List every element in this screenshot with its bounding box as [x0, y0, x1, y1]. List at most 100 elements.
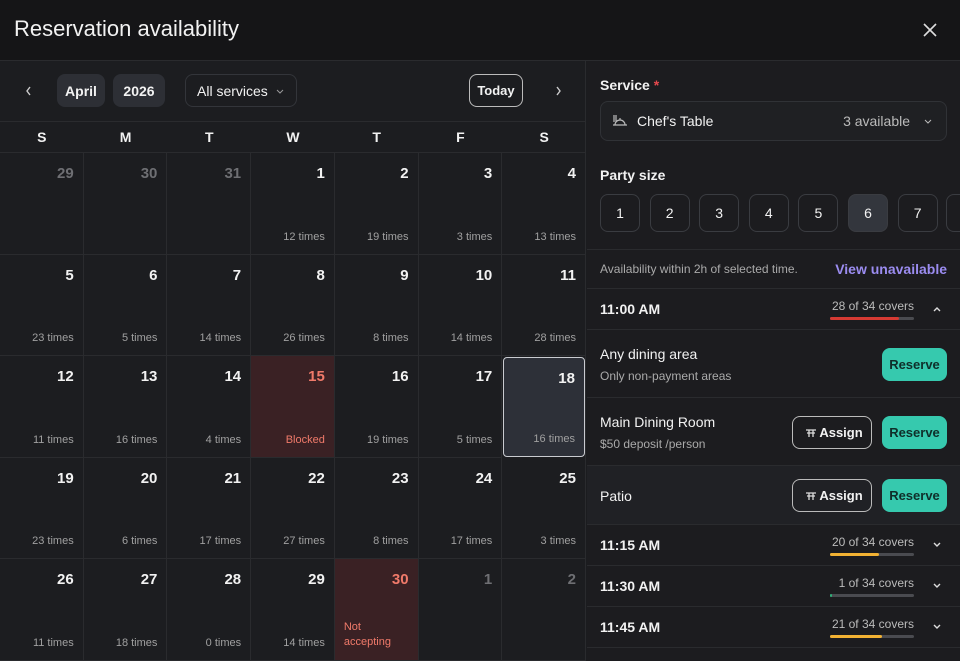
day-cell[interactable]: 19 23 times: [0, 457, 84, 560]
day-note: 0 times: [205, 636, 242, 649]
weekday: S: [539, 129, 549, 145]
day-cell[interactable]: 5 23 times: [0, 254, 84, 357]
weekday: M: [119, 129, 132, 145]
time-slot[interactable]: 11:15 AM 20 of 34 covers: [587, 525, 960, 566]
party-option-partial[interactable]: [946, 194, 960, 232]
day-cell[interactable]: 7 14 times: [167, 254, 252, 357]
day-cell[interactable]: 12 11 times: [0, 356, 84, 458]
weekday: W: [286, 129, 300, 145]
day-cell[interactable]: 24 17 times: [418, 457, 503, 560]
day-number: 1: [316, 165, 325, 182]
party-option[interactable]: 7: [897, 194, 938, 232]
day-note: 5 times: [456, 433, 493, 446]
day-note: 18 times: [115, 636, 158, 649]
assign-button[interactable]: Assign: [792, 415, 872, 449]
close-button[interactable]: [922, 22, 938, 38]
chevron: [933, 307, 941, 312]
day-number: 9: [400, 266, 409, 284]
day-number: 25: [559, 469, 576, 487]
plate-icon: [613, 115, 627, 126]
day-cell[interactable]: 15 Blocked: [251, 356, 335, 458]
day-cell[interactable]: 2 19 times: [334, 153, 419, 255]
day-note: 23 times: [32, 332, 74, 345]
day-cell[interactable]: 22 27 times: [251, 457, 335, 560]
day-number: 13: [140, 368, 158, 386]
prev-month[interactable]: [24, 85, 34, 97]
day-note: 3 times: [456, 230, 493, 243]
party-option[interactable]: 1: [600, 194, 640, 232]
day-cell[interactable]: 20 6 times: [83, 457, 168, 560]
chevron: [276, 89, 284, 94]
time-slot[interactable]: 11:00 AM 28 of 34 covers: [587, 289, 960, 330]
year-select[interactable]: 2026: [113, 74, 165, 107]
day-cell[interactable]: 1 12 times: [251, 153, 335, 255]
day-cell[interactable]: 25 3 times: [502, 457, 586, 560]
reserve-button[interactable]: Reserve: [882, 347, 947, 381]
day-cell[interactable]: 30 Not accepting: [334, 559, 419, 661]
day-cell[interactable]: 28 0 times: [167, 559, 252, 661]
dining-area: Any dining area Only non-payment areas Res…: [587, 330, 960, 398]
day-cell[interactable]: 9 8 times: [334, 254, 419, 357]
day-note: 13 times: [534, 230, 576, 243]
table-icon: [806, 492, 816, 500]
day-note: 14 times: [450, 332, 493, 345]
day-cell[interactable]: 21 17 times: [167, 457, 252, 560]
day-note: 17 times: [450, 535, 493, 548]
day-cell: 29: [0, 153, 84, 255]
day-number: 7: [232, 266, 242, 284]
party-option[interactable]: 2: [649, 194, 690, 232]
party-option[interactable]: 4: [748, 194, 789, 232]
day-cell[interactable]: 14 4 times: [167, 356, 252, 458]
party-option[interactable]: 6: [848, 194, 888, 232]
day-note: 11 times: [32, 636, 74, 649]
day-note: 17 times: [199, 535, 242, 548]
today-button[interactable]: Today: [469, 74, 523, 107]
day-note: 5 times: [121, 332, 158, 345]
header: [0, 0, 960, 61]
slot-covers: 21 of 34 covers: [831, 617, 914, 631]
day-cell[interactable]: 23 8 times: [334, 457, 419, 560]
day-cell: 31: [167, 153, 252, 255]
next-month[interactable]: [553, 85, 563, 97]
party-option[interactable]: 3: [699, 194, 740, 232]
day-cell[interactable]: 16 19 times: [334, 356, 419, 458]
service-filter[interactable]: All services: [185, 74, 297, 107]
day-cell[interactable]: 26 11 times: [0, 559, 84, 661]
day-number: 29: [57, 165, 74, 182]
month-select[interactable]: April: [57, 74, 105, 107]
day-cell[interactable]: 17 5 times: [418, 356, 503, 458]
day-cell[interactable]: 13 16 times: [83, 356, 168, 458]
day-number: 11: [560, 266, 576, 284]
day-note: 28 times: [534, 332, 576, 345]
day-number: 18: [558, 370, 575, 388]
service-select[interactable]: Chef's Table 3 available: [600, 101, 947, 141]
assign-button[interactable]: Assign: [792, 479, 872, 512]
covers-bar: [830, 594, 833, 597]
day-cell[interactable]: 8 26 times: [251, 254, 335, 357]
slot-covers: 1 of 34 covers: [838, 576, 914, 590]
day-cell[interactable]: 6 5 times: [83, 254, 168, 357]
party-option[interactable]: 5: [798, 194, 839, 232]
day-number: 12: [57, 368, 74, 386]
day-cell[interactable]: 4 13 times: [502, 153, 586, 255]
day-cell[interactable]: 10 14 times: [418, 254, 503, 357]
day-number: 2: [567, 571, 576, 589]
day-note: 16 times: [533, 432, 575, 445]
day-number: 26: [57, 571, 74, 589]
slot-covers: 20 of 34 covers: [831, 535, 914, 549]
slot-covers: 28 of 34 covers: [831, 299, 914, 313]
area-name: Patio: [600, 488, 632, 504]
reserve-button[interactable]: Reserve: [882, 415, 947, 449]
covers-bar: [830, 635, 882, 638]
view-unavailable-link[interactable]: View unavailable: [835, 261, 947, 277]
chevron: [933, 542, 941, 547]
party-label: Party size: [600, 167, 666, 183]
day-cell[interactable]: 29 14 times: [251, 559, 335, 661]
day-cell[interactable]: 3 3 times: [418, 153, 503, 255]
day-cell[interactable]: 18 16 times: [503, 357, 585, 457]
reserve-button[interactable]: Reserve: [882, 479, 947, 512]
time-slot[interactable]: 11:30 AM 1 of 34 covers: [587, 566, 960, 607]
time-slot[interactable]: 11:45 AM 21 of 34 covers: [587, 607, 960, 648]
day-cell[interactable]: 27 18 times: [83, 559, 168, 661]
day-cell[interactable]: 11 28 times: [502, 254, 586, 357]
